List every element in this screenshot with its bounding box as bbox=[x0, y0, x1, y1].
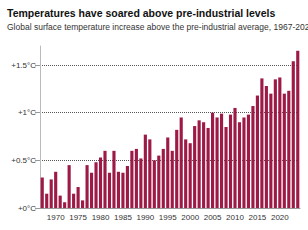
svg-text:1990: 1990 bbox=[136, 213, 154, 222]
svg-text:+0.5°C: +0.5°C bbox=[11, 156, 36, 165]
svg-text:1985: 1985 bbox=[114, 213, 132, 222]
svg-text:2000: 2000 bbox=[181, 213, 199, 222]
svg-text:2015: 2015 bbox=[249, 213, 267, 222]
svg-text:2010: 2010 bbox=[226, 213, 244, 222]
svg-text:1995: 1995 bbox=[159, 213, 177, 222]
svg-text:1975: 1975 bbox=[69, 213, 87, 222]
svg-text:+0°C: +0°C bbox=[18, 204, 36, 213]
svg-text:2005: 2005 bbox=[204, 213, 222, 222]
svg-text:2020: 2020 bbox=[271, 213, 289, 222]
svg-text:+1°C: +1°C bbox=[18, 108, 36, 117]
svg-text:Temperatures have soared above: Temperatures have soared above pre-indus… bbox=[7, 7, 275, 19]
svg-text:1970: 1970 bbox=[47, 213, 65, 222]
svg-text:1980: 1980 bbox=[92, 213, 110, 222]
svg-text:+1.5°C: +1.5°C bbox=[11, 61, 36, 70]
svg-text:Global surface temperature inc: Global surface temperature increase abov… bbox=[7, 22, 308, 32]
